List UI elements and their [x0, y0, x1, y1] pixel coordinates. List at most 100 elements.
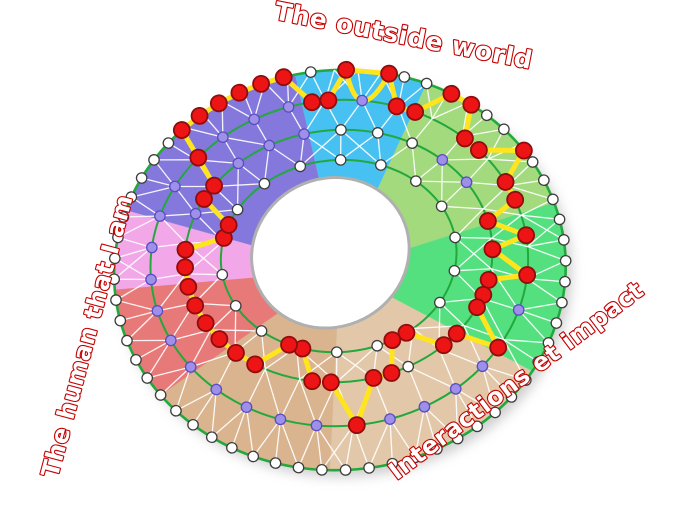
wheel-node[interactable]: [232, 157, 245, 170]
wheel-node[interactable]: [451, 432, 464, 445]
selected-node[interactable]: [382, 364, 401, 382]
wheel-node[interactable]: [151, 305, 164, 317]
wheel-node[interactable]: [130, 353, 142, 366]
selected-node[interactable]: [506, 190, 525, 209]
selected-node[interactable]: [462, 95, 481, 114]
selected-node[interactable]: [397, 323, 416, 342]
wheel-node[interactable]: [154, 389, 167, 401]
wheel-node[interactable]: [420, 77, 433, 90]
wheel-node[interactable]: [512, 304, 525, 316]
wheel-node[interactable]: [449, 383, 462, 395]
wheel-node[interactable]: [141, 372, 154, 384]
wheel-node[interactable]: [255, 325, 268, 337]
selected-node[interactable]: [337, 60, 355, 79]
selected-node[interactable]: [380, 64, 398, 83]
wheel-node[interactable]: [210, 383, 223, 396]
wheel-node[interactable]: [108, 252, 121, 265]
wheel-node[interactable]: [460, 176, 473, 189]
wheel-node[interactable]: [148, 154, 160, 166]
selected-node[interactable]: [517, 226, 535, 245]
selected-node[interactable]: [383, 331, 402, 350]
wheel-node[interactable]: [406, 137, 418, 149]
wheel-node[interactable]: [498, 123, 510, 136]
selected-node[interactable]: [468, 298, 486, 317]
wheel-node[interactable]: [519, 374, 532, 386]
selected-node[interactable]: [434, 336, 453, 355]
wheel-node[interactable]: [229, 299, 242, 312]
wheel-node[interactable]: [169, 180, 181, 193]
wheel-node[interactable]: [334, 154, 347, 166]
wheel-node[interactable]: [418, 400, 431, 413]
wheel-node[interactable]: [559, 254, 572, 267]
selected-node[interactable]: [442, 84, 461, 103]
selected-node[interactable]: [227, 343, 245, 362]
wheel-node[interactable]: [269, 457, 282, 469]
wheel-node[interactable]: [556, 296, 568, 309]
selected-node[interactable]: [190, 106, 209, 125]
wheel-node[interactable]: [135, 172, 148, 184]
wheel-node[interactable]: [231, 203, 244, 216]
wheel-node[interactable]: [409, 451, 421, 464]
wheel-node[interactable]: [339, 464, 352, 476]
wheel-node[interactable]: [145, 273, 157, 286]
selected-node[interactable]: [518, 266, 537, 284]
wheel-node[interactable]: [217, 131, 229, 144]
wheel-node[interactable]: [226, 441, 238, 454]
selected-node[interactable]: [205, 176, 223, 195]
wheel-node[interactable]: [431, 443, 443, 455]
selected-node[interactable]: [406, 103, 425, 121]
selected-node[interactable]: [321, 373, 340, 392]
wheel-node[interactable]: [480, 109, 493, 122]
wheel-node[interactable]: [398, 71, 411, 83]
selected-node[interactable]: [280, 335, 298, 354]
wheel-node[interactable]: [125, 191, 138, 203]
wheel-node[interactable]: [304, 66, 317, 78]
wheel-node[interactable]: [402, 360, 415, 373]
selected-node[interactable]: [479, 212, 497, 230]
selected-node[interactable]: [496, 173, 515, 191]
wheel-node[interactable]: [436, 154, 449, 166]
wheel-node[interactable]: [121, 334, 133, 347]
wheel-node[interactable]: [310, 419, 323, 432]
wheel-node[interactable]: [553, 213, 566, 226]
selected-node[interactable]: [252, 74, 270, 93]
selected-node[interactable]: [219, 216, 238, 234]
selected-node[interactable]: [447, 324, 466, 343]
sector-tan-right[interactable]: [313, 254, 540, 472]
wheel-node[interactable]: [550, 317, 563, 329]
wheel-node[interactable]: [145, 241, 158, 254]
wheel-node[interactable]: [538, 174, 550, 187]
wheel-node[interactable]: [433, 296, 446, 309]
selected-node[interactable]: [176, 258, 194, 277]
wheel-node[interactable]: [282, 101, 295, 113]
wheel-node[interactable]: [205, 431, 218, 444]
wheel-node[interactable]: [247, 450, 260, 463]
wheel-node[interactable]: [374, 159, 387, 171]
selected-node[interactable]: [176, 240, 195, 259]
wheel-node[interactable]: [532, 356, 545, 368]
selected-node[interactable]: [347, 416, 366, 435]
selected-node[interactable]: [209, 94, 228, 113]
wheel-node[interactable]: [110, 294, 122, 306]
wheel-node[interactable]: [471, 420, 484, 433]
wheel-node[interactable]: [162, 137, 175, 149]
wheel-node[interactable]: [112, 231, 124, 244]
selected-node[interactable]: [303, 93, 321, 112]
selected-node[interactable]: [489, 338, 508, 357]
wheel-node[interactable]: [216, 268, 229, 281]
wheel-node[interactable]: [557, 234, 570, 246]
selected-node[interactable]: [230, 83, 249, 102]
selected-node[interactable]: [274, 68, 293, 87]
selected-node[interactable]: [479, 270, 498, 289]
wheel-node[interactable]: [240, 401, 253, 414]
selected-node[interactable]: [387, 97, 406, 116]
wheel-node[interactable]: [410, 175, 422, 187]
selected-node[interactable]: [186, 296, 205, 315]
selected-node[interactable]: [246, 355, 265, 374]
selected-node[interactable]: [456, 129, 474, 148]
wheel-node[interactable]: [559, 275, 571, 288]
wheel-node[interactable]: [448, 264, 461, 277]
selected-node[interactable]: [196, 314, 215, 333]
wheel-node[interactable]: [117, 211, 130, 223]
selected-node[interactable]: [469, 141, 488, 159]
